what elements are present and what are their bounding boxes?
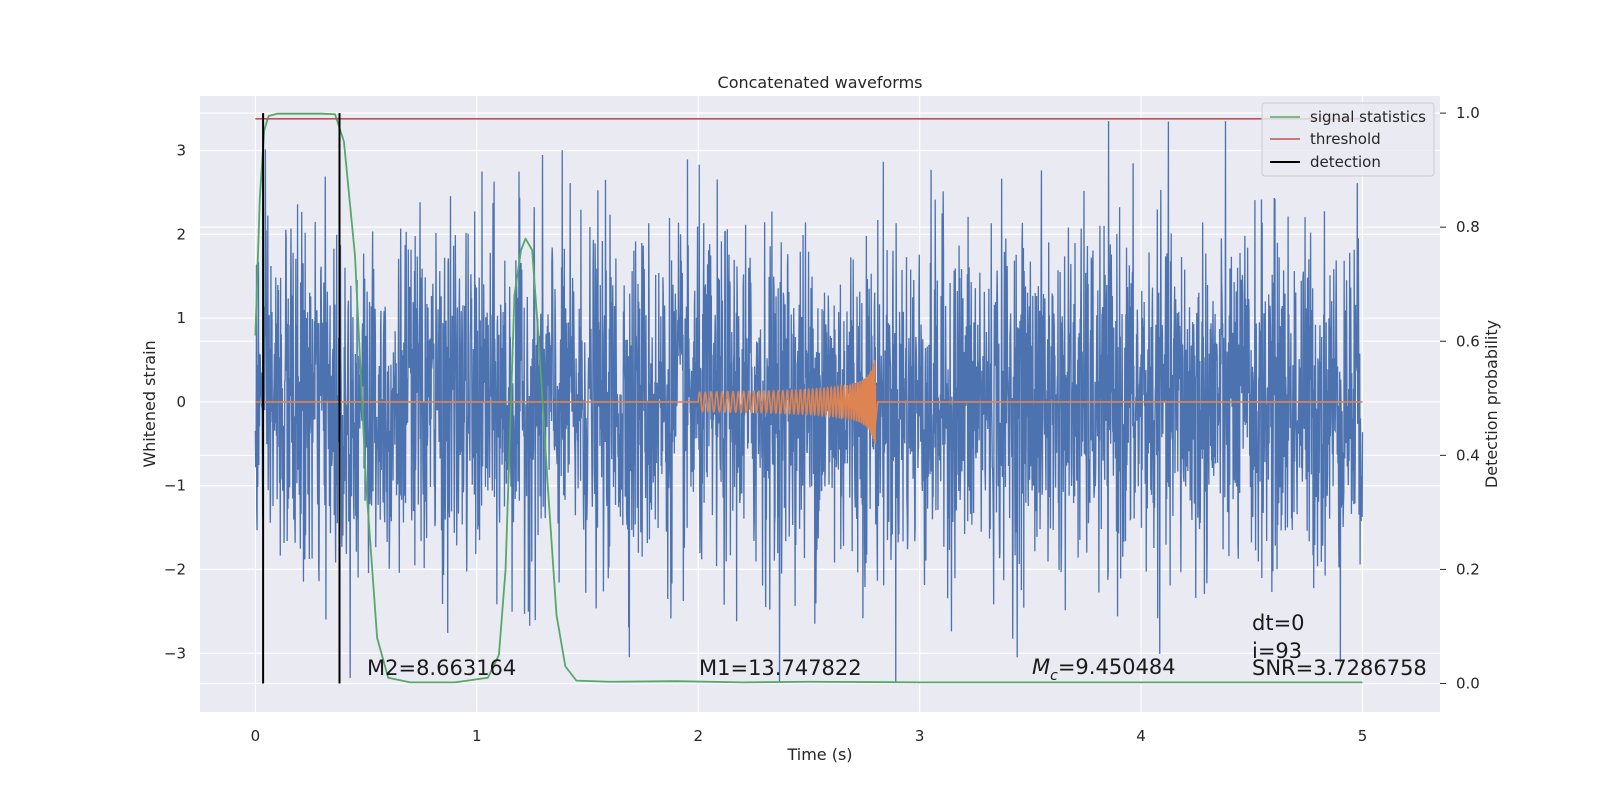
annotation-m2: M2=8.663164 (367, 656, 516, 680)
x-tick-label: 4 (1136, 727, 1146, 745)
y-tick-label: 0 (176, 393, 186, 411)
legend-label-detection: detection (1310, 153, 1381, 171)
annotation-mc-symbol: M (1032, 655, 1050, 679)
x-tick-label: 0 (251, 727, 261, 745)
annotation-m1: M1=13.747822 (699, 656, 862, 680)
y2-tick-label: 1.0 (1456, 104, 1480, 122)
ticks: 0 1 2 3 4 5 −3 −2 −1 0 1 2 3 0.0 0.2 0.4 0.6 0.8 1.0 (164, 104, 1480, 745)
x-tick-label: 2 (693, 727, 703, 745)
x-tick-label: 3 (915, 727, 925, 745)
y-axis-label: Whitened strain (140, 340, 159, 467)
y2-tick-label: 0.4 (1456, 446, 1480, 464)
x-tick-label: 1 (472, 727, 482, 745)
y2-tick-label: 0.0 (1456, 674, 1480, 692)
annotation-mc-sub: c (1050, 668, 1058, 684)
annotation-dt: dt=0 (1252, 611, 1305, 635)
legend-label-signal-statistics: signal statistics (1310, 108, 1426, 126)
y2-tick-label: 0.2 (1456, 560, 1480, 578)
annotation-mc-value: =9.450484 (1058, 655, 1176, 679)
legend-label-threshold: threshold (1310, 130, 1381, 148)
x-axis-label: Time (s) (786, 745, 852, 764)
y-tick-label: −2 (164, 561, 186, 579)
y-tick-label: 2 (176, 225, 186, 243)
y-tick-label: 1 (176, 309, 186, 327)
annotation-mc: Mc=9.450484 (1032, 655, 1176, 684)
annotation-snr: SNR=3.7286758 (1252, 656, 1427, 680)
series-signal-statistics (254, 112, 1363, 684)
annotation-i: i=93 (1252, 639, 1302, 663)
y2-tick-label: 0.8 (1456, 218, 1480, 236)
legend: signal statistics threshold detection (1261, 102, 1435, 177)
x-tick-label: 5 (1358, 727, 1368, 745)
data-layer (254, 112, 1364, 684)
y-tick-label: −3 (164, 644, 186, 662)
y2-tick-label: 0.6 (1456, 332, 1480, 350)
y2-axis-label: Detection probability (1482, 320, 1501, 488)
series-injected-signal (255, 360, 1363, 445)
chart-title: Concatenated waveforms (718, 73, 923, 92)
series-whitened-noise (254, 121, 1364, 683)
y-tick-label: 3 (176, 141, 186, 159)
y-tick-label: −1 (164, 477, 186, 495)
